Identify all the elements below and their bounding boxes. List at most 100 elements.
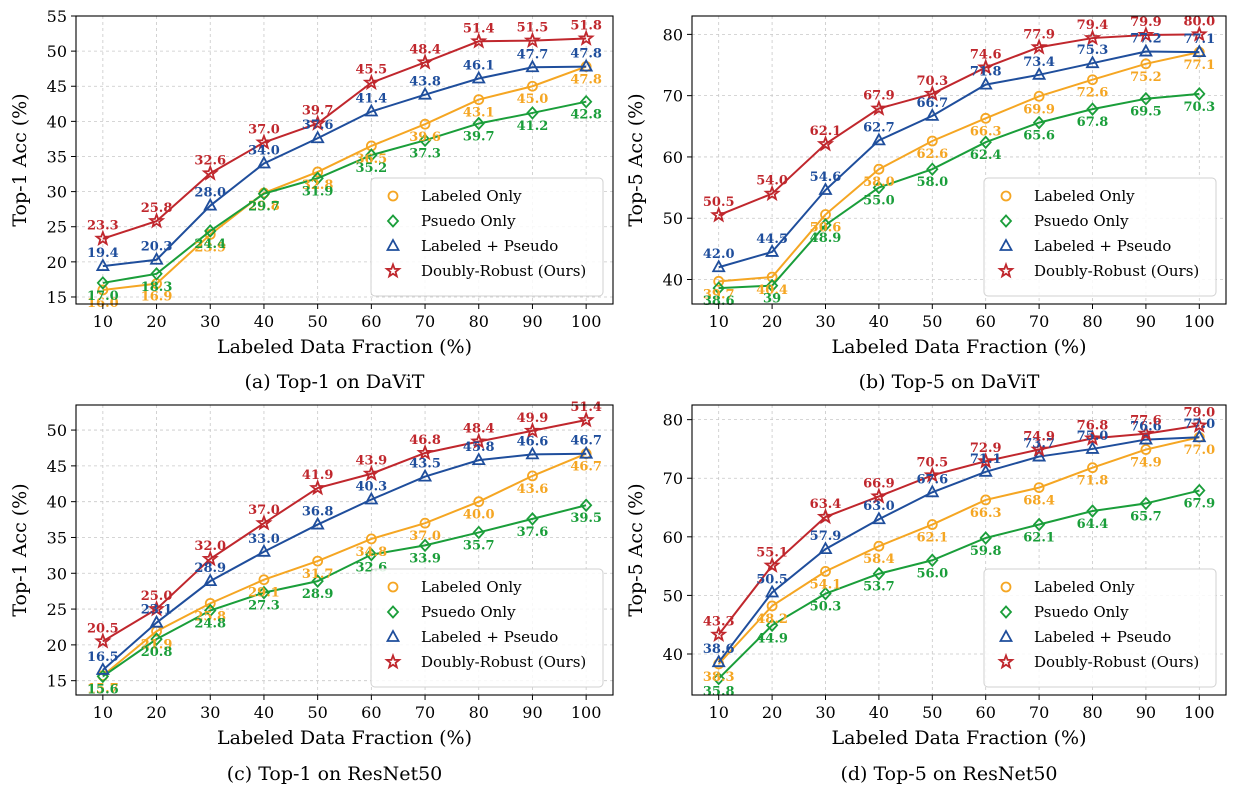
x-tick-label: 50 bbox=[307, 312, 327, 331]
data-point-triangle bbox=[925, 484, 940, 498]
data-point-circle bbox=[766, 271, 778, 283]
data-label: 44.9 bbox=[756, 631, 788, 646]
data-label: 63.4 bbox=[810, 497, 842, 512]
data-label: 17.0 bbox=[87, 289, 119, 304]
data-point-diamond bbox=[712, 281, 725, 295]
data-point-circle bbox=[1087, 462, 1098, 474]
y-tick-label: 55 bbox=[47, 7, 67, 26]
data-label: 41.2 bbox=[517, 119, 549, 134]
data-point-diamond bbox=[1193, 86, 1206, 101]
series-line-2 bbox=[718, 92, 1200, 290]
data-point-diamond bbox=[472, 525, 485, 540]
data-point-star bbox=[201, 164, 219, 181]
y-tick-label: 35 bbox=[47, 147, 67, 166]
data-point-star bbox=[523, 31, 542, 48]
legend-entry: Doubly-Robust (Ours) bbox=[421, 653, 586, 671]
data-label: 50.5 bbox=[703, 195, 735, 210]
x-tick-label: 40 bbox=[254, 703, 274, 722]
data-label: 48.9 bbox=[810, 231, 842, 246]
data-point-triangle bbox=[579, 445, 594, 459]
data-point-star bbox=[816, 507, 835, 525]
plot-frame bbox=[691, 15, 1227, 305]
data-point-triangle bbox=[765, 244, 780, 257]
data-point-diamond bbox=[1139, 496, 1153, 511]
series-line-3 bbox=[718, 50, 1200, 269]
legend-marker-triangle bbox=[998, 629, 1014, 642]
y-tick-label: 70 bbox=[663, 469, 683, 488]
data-point-triangle bbox=[525, 59, 540, 73]
legend-marker-triangle bbox=[385, 238, 401, 251]
x-tick-label: 90 bbox=[1136, 703, 1156, 722]
data-label: 55.1 bbox=[756, 546, 788, 561]
data-label: 25.8 bbox=[141, 201, 173, 216]
data-label: 49.9 bbox=[517, 411, 549, 426]
data-label: 37.6 bbox=[517, 525, 549, 540]
data-point-circle bbox=[1140, 444, 1152, 455]
data-label: 45.8 bbox=[463, 440, 495, 455]
data-label: 65.6 bbox=[1023, 129, 1055, 144]
data-label: 35.2 bbox=[356, 161, 388, 176]
data-label: 79.4 bbox=[1077, 18, 1109, 33]
plot-frame bbox=[75, 404, 614, 696]
legend: Labeled Only Psuedo Only Labeled + Pseudo D… bbox=[370, 568, 604, 688]
x-axis-label: Labeled Data Fraction (%) bbox=[217, 336, 472, 358]
data-point-triangle bbox=[978, 76, 993, 90]
data-label: 28.9 bbox=[302, 587, 334, 602]
legend-entry: Labeled Only bbox=[421, 187, 522, 205]
y-tick-label: 60 bbox=[663, 528, 683, 547]
x-tick-label: 10 bbox=[93, 703, 113, 722]
data-label: 19.4 bbox=[87, 246, 119, 261]
data-point-triangle bbox=[978, 463, 993, 477]
data-point-circle bbox=[312, 166, 324, 178]
data-label: 80.0 bbox=[1183, 14, 1215, 29]
x-tick-label: 70 bbox=[1029, 703, 1049, 722]
data-label: 67.9 bbox=[863, 89, 895, 104]
data-label: 40.0 bbox=[463, 508, 495, 523]
data-point-triangle bbox=[203, 573, 218, 587]
data-label: 62.1 bbox=[916, 531, 948, 546]
legend-entry: Labeled + Pseudo bbox=[1034, 628, 1171, 646]
data-label: 58.4 bbox=[863, 552, 895, 567]
x-tick-label: 70 bbox=[415, 703, 435, 722]
data-point-triangle bbox=[203, 197, 218, 211]
data-label: 34.0 bbox=[248, 144, 280, 159]
data-point-diamond bbox=[150, 266, 163, 281]
data-point-star bbox=[977, 58, 995, 75]
data-point-triangle bbox=[418, 468, 433, 482]
x-tick-label: 10 bbox=[709, 312, 729, 331]
data-point-triangle bbox=[1032, 448, 1047, 462]
data-label: 45.5 bbox=[356, 63, 388, 78]
data-point-diamond bbox=[365, 547, 378, 562]
data-label: 54.0 bbox=[756, 174, 788, 189]
data-label: 66.3 bbox=[970, 124, 1002, 139]
data-label: 34.8 bbox=[356, 545, 388, 560]
data-point-circle bbox=[204, 597, 216, 609]
data-label: 76.8 bbox=[1077, 418, 1109, 433]
data-point-diamond bbox=[472, 116, 485, 131]
data-point-diamond bbox=[418, 538, 432, 553]
data-point-star bbox=[1137, 25, 1155, 43]
data-label: 20.8 bbox=[141, 645, 173, 660]
data-point-triangle bbox=[95, 662, 110, 675]
data-label: 51.5 bbox=[517, 21, 549, 36]
x-tick-label: 30 bbox=[200, 312, 220, 331]
data-point-diamond bbox=[926, 162, 939, 177]
data-point-diamond bbox=[1193, 483, 1206, 498]
x-tick-label: 50 bbox=[307, 703, 327, 722]
data-label: 23.9 bbox=[194, 240, 226, 255]
data-point-diamond bbox=[979, 135, 992, 150]
data-point-triangle bbox=[1085, 55, 1100, 69]
data-label: 47.8 bbox=[570, 73, 602, 88]
data-label: 74.9 bbox=[1130, 456, 1162, 471]
y-tick-label: 20 bbox=[47, 253, 67, 272]
data-point-circle bbox=[926, 135, 938, 147]
data-label: 21.9 bbox=[141, 637, 173, 652]
x-tick-label: 90 bbox=[1136, 312, 1156, 331]
data-label: 31.7 bbox=[302, 567, 334, 582]
data-label: 74.9 bbox=[1023, 430, 1055, 445]
legend-marker-star bbox=[384, 261, 402, 279]
data-point-circle bbox=[1033, 482, 1045, 494]
data-label: 35.7 bbox=[463, 538, 495, 553]
data-label: 37.0 bbox=[409, 529, 441, 544]
